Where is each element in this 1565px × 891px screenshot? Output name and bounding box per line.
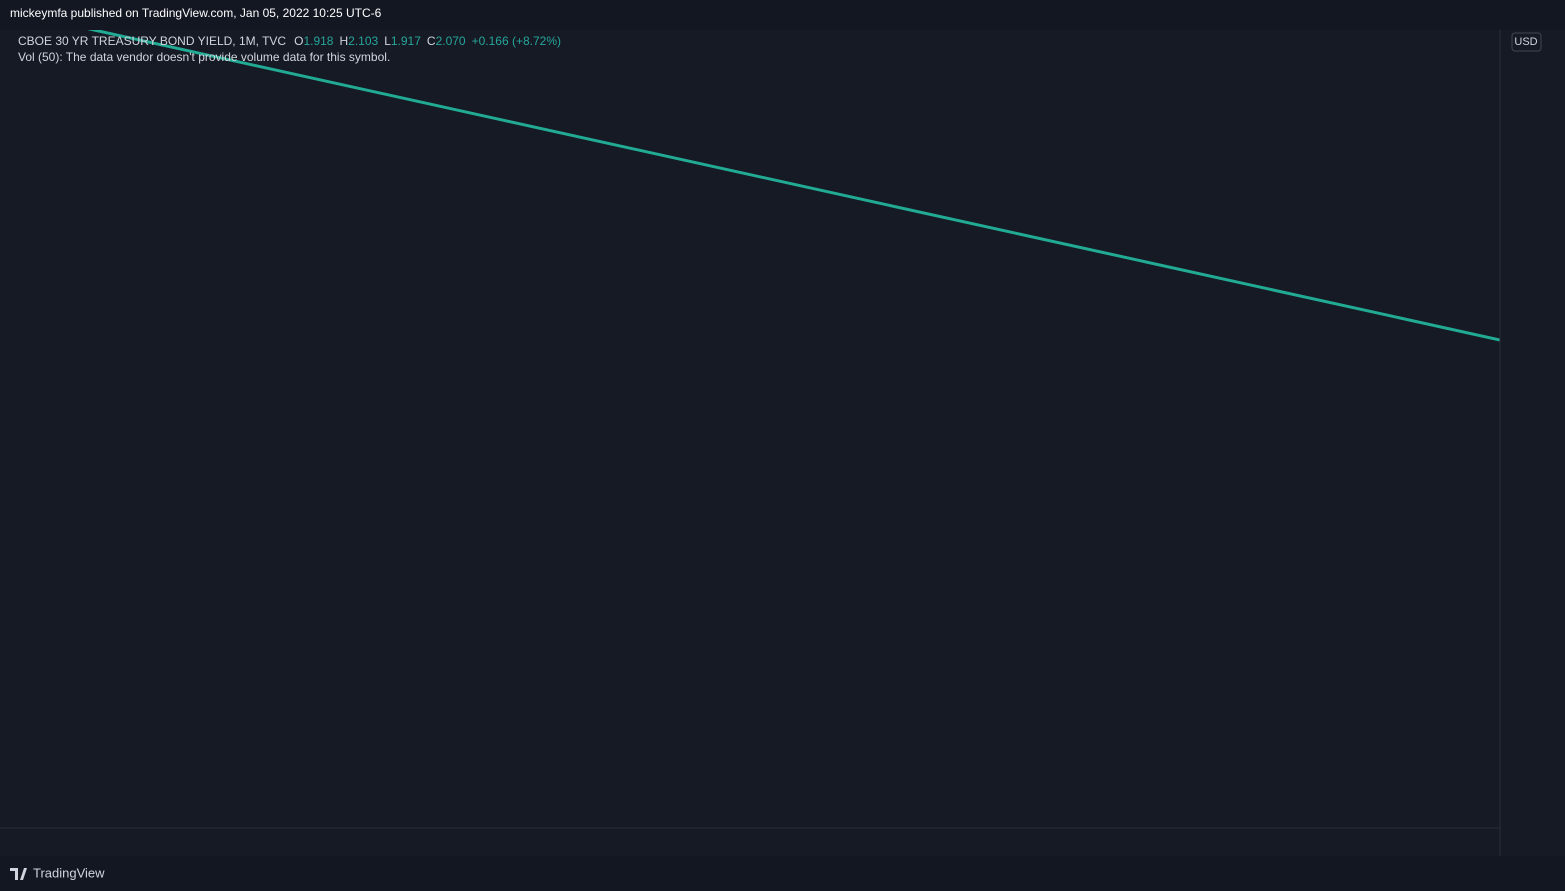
ohlc-key: L <box>384 34 391 48</box>
volume-note: Vol (50): The data vendor doesn't provid… <box>18 50 390 64</box>
top-bar <box>0 0 1565 30</box>
currency: USD <box>1514 36 1537 48</box>
ohlc-key: C <box>427 34 436 48</box>
bottom-bar <box>0 856 1565 891</box>
logo <box>10 868 27 880</box>
change: +0.166 (+8.72%) <box>472 34 561 48</box>
ohlc-key: O <box>294 34 303 48</box>
ohlc-value: 1.918 <box>303 34 333 48</box>
currency-box <box>1511 32 1542 52</box>
ohlc-value: 2.103 <box>348 34 378 48</box>
legend: CBOE 30 YR TREASURY BOND YIELD, 1M, TVC O… <box>18 34 561 48</box>
ohlc-value: 1.917 <box>391 34 421 48</box>
trend-line <box>87 30 1500 342</box>
ohlc-key: H <box>339 34 348 48</box>
symbol: CBOE 30 YR TREASURY BOND YIELD, 1M, TVC <box>18 34 286 48</box>
brand: TradingView <box>33 865 105 880</box>
publisher: mickeymfa published on TradingView.com, … <box>10 6 382 20</box>
ohlc-value: 2.070 <box>436 34 466 48</box>
